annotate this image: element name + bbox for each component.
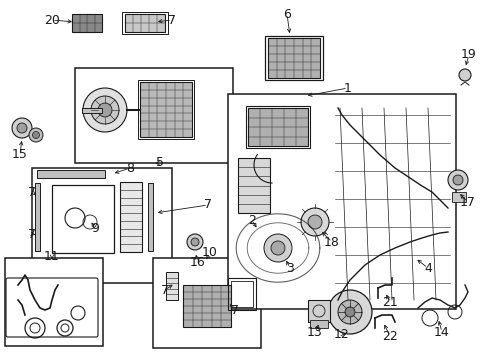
Circle shape xyxy=(337,300,361,324)
Circle shape xyxy=(91,96,119,124)
Bar xyxy=(138,80,194,139)
Bar xyxy=(307,300,329,322)
Circle shape xyxy=(452,175,462,185)
Bar xyxy=(227,278,256,310)
Text: 13: 13 xyxy=(306,325,322,338)
Circle shape xyxy=(29,128,43,142)
Text: 5: 5 xyxy=(156,157,163,170)
Bar xyxy=(238,158,269,213)
Bar xyxy=(52,185,114,253)
Circle shape xyxy=(345,307,354,317)
Text: 18: 18 xyxy=(324,235,339,248)
Bar xyxy=(72,14,102,32)
Bar xyxy=(267,38,319,78)
Text: 16: 16 xyxy=(190,256,205,269)
Bar xyxy=(75,68,232,163)
Text: 9: 9 xyxy=(91,221,99,234)
Text: 10: 10 xyxy=(202,247,218,260)
Bar xyxy=(245,106,309,148)
Text: 17: 17 xyxy=(459,195,475,208)
Circle shape xyxy=(270,241,285,255)
Circle shape xyxy=(17,123,27,133)
Circle shape xyxy=(83,88,127,132)
Text: 4: 4 xyxy=(423,261,431,274)
Bar xyxy=(153,258,261,348)
Text: 12: 12 xyxy=(333,328,349,341)
Text: 1: 1 xyxy=(344,81,351,94)
Bar xyxy=(183,285,230,327)
Text: 14: 14 xyxy=(433,325,449,338)
Circle shape xyxy=(307,215,321,229)
Text: 2: 2 xyxy=(247,213,255,226)
Bar xyxy=(227,94,455,309)
Bar xyxy=(309,320,327,328)
Circle shape xyxy=(186,234,203,250)
Circle shape xyxy=(32,131,40,139)
Bar xyxy=(122,12,168,34)
Text: 7: 7 xyxy=(230,303,239,316)
Bar xyxy=(120,182,142,252)
Bar xyxy=(230,281,252,307)
Text: 20: 20 xyxy=(44,13,60,27)
Text: 7: 7 xyxy=(203,198,212,211)
Text: 3: 3 xyxy=(285,261,293,274)
Bar xyxy=(125,14,164,32)
Bar xyxy=(5,258,103,346)
Bar xyxy=(82,108,102,113)
Text: 7: 7 xyxy=(28,228,36,240)
Bar xyxy=(35,183,40,251)
Circle shape xyxy=(191,238,199,246)
Bar xyxy=(451,192,465,202)
Bar xyxy=(140,82,192,137)
Text: 11: 11 xyxy=(44,249,60,262)
Bar xyxy=(165,272,178,300)
Circle shape xyxy=(458,69,470,81)
Text: 19: 19 xyxy=(460,49,476,62)
Text: 22: 22 xyxy=(381,329,397,342)
Circle shape xyxy=(447,170,467,190)
Bar xyxy=(264,36,323,80)
Text: 7: 7 xyxy=(168,13,176,27)
Circle shape xyxy=(327,290,371,334)
Circle shape xyxy=(12,118,32,138)
Circle shape xyxy=(301,208,328,236)
Circle shape xyxy=(264,234,291,262)
Bar xyxy=(37,170,105,178)
Text: 21: 21 xyxy=(381,296,397,309)
Bar xyxy=(247,108,307,146)
Text: 8: 8 xyxy=(126,162,134,175)
Text: 7: 7 xyxy=(28,185,36,198)
Circle shape xyxy=(98,103,112,117)
Text: 7: 7 xyxy=(161,284,169,297)
Bar xyxy=(148,183,153,251)
Text: 6: 6 xyxy=(283,8,290,21)
Text: 15: 15 xyxy=(12,148,28,162)
Bar xyxy=(32,168,172,283)
